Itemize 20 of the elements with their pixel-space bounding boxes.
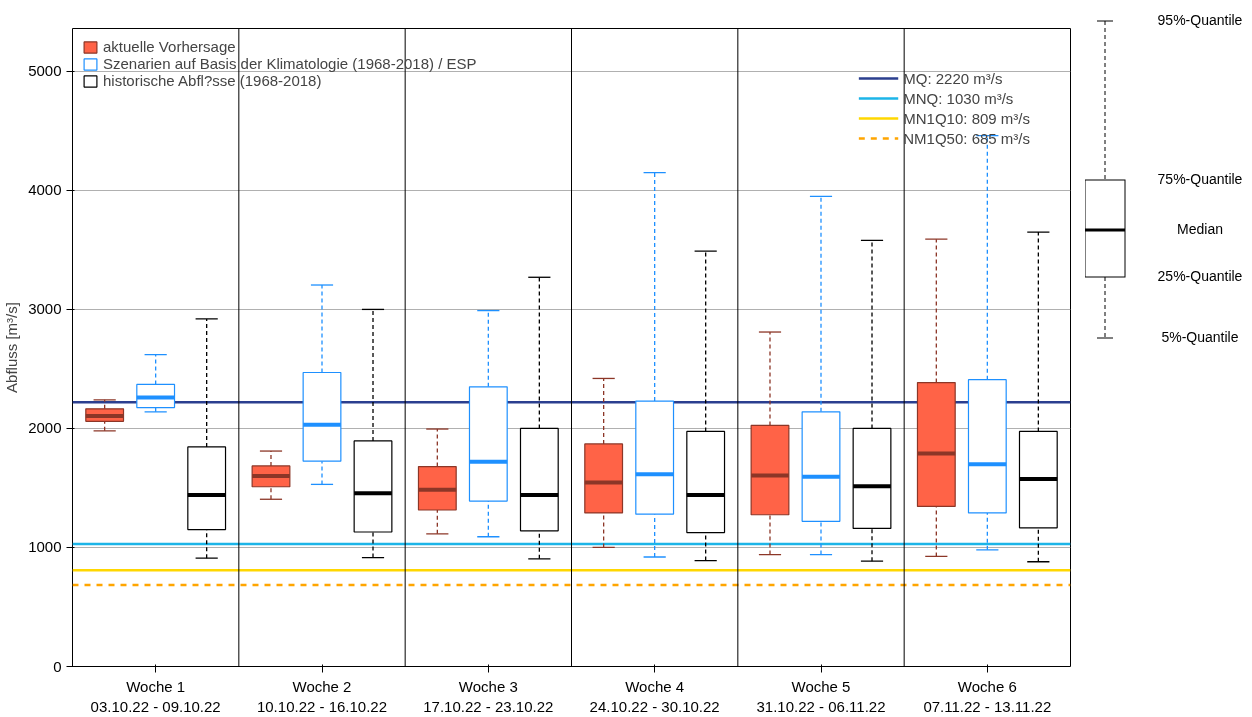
y-tick-label: 3000 <box>28 300 62 318</box>
x-tick-label: Woche 5 31.10.22 - 06.11.22 <box>756 677 886 715</box>
y-tick-label: 1000 <box>28 538 62 556</box>
text: 95%-Quantile <box>1157 11 1243 28</box>
x-tick-label: Woche 6 07.11.22 - 13.11.22 <box>923 677 1052 715</box>
text: Median <box>1177 220 1223 237</box>
text: 25%-Quantile <box>1157 267 1243 284</box>
y-axis-title: Abfluss [m³/s] <box>3 302 21 393</box>
x-tick-label: Woche 1 03.10.22 - 09.10.22 <box>90 677 221 715</box>
x-tick-label: Woche 2 10.10.22 - 16.10.22 <box>256 677 388 715</box>
text: 75%-Quantile <box>1157 170 1243 187</box>
text: 5%-Quantile <box>1161 328 1239 345</box>
y-tick-label: 0 <box>53 657 62 675</box>
x-tick-label: Woche 3 17.10.22 - 23.10.22 <box>423 677 554 715</box>
legend-label: aktuelle Vorhersage <box>103 38 236 55</box>
legend-label: historische Abfl?sse (1968-2018) <box>103 72 322 89</box>
y-tick-label: 5000 <box>28 62 62 80</box>
y-tick-label: 2000 <box>28 419 62 437</box>
y-tick-label: 4000 <box>28 181 62 199</box>
x-tick-label: Woche 4 24.10.22 - 30.10.22 <box>589 677 720 715</box>
